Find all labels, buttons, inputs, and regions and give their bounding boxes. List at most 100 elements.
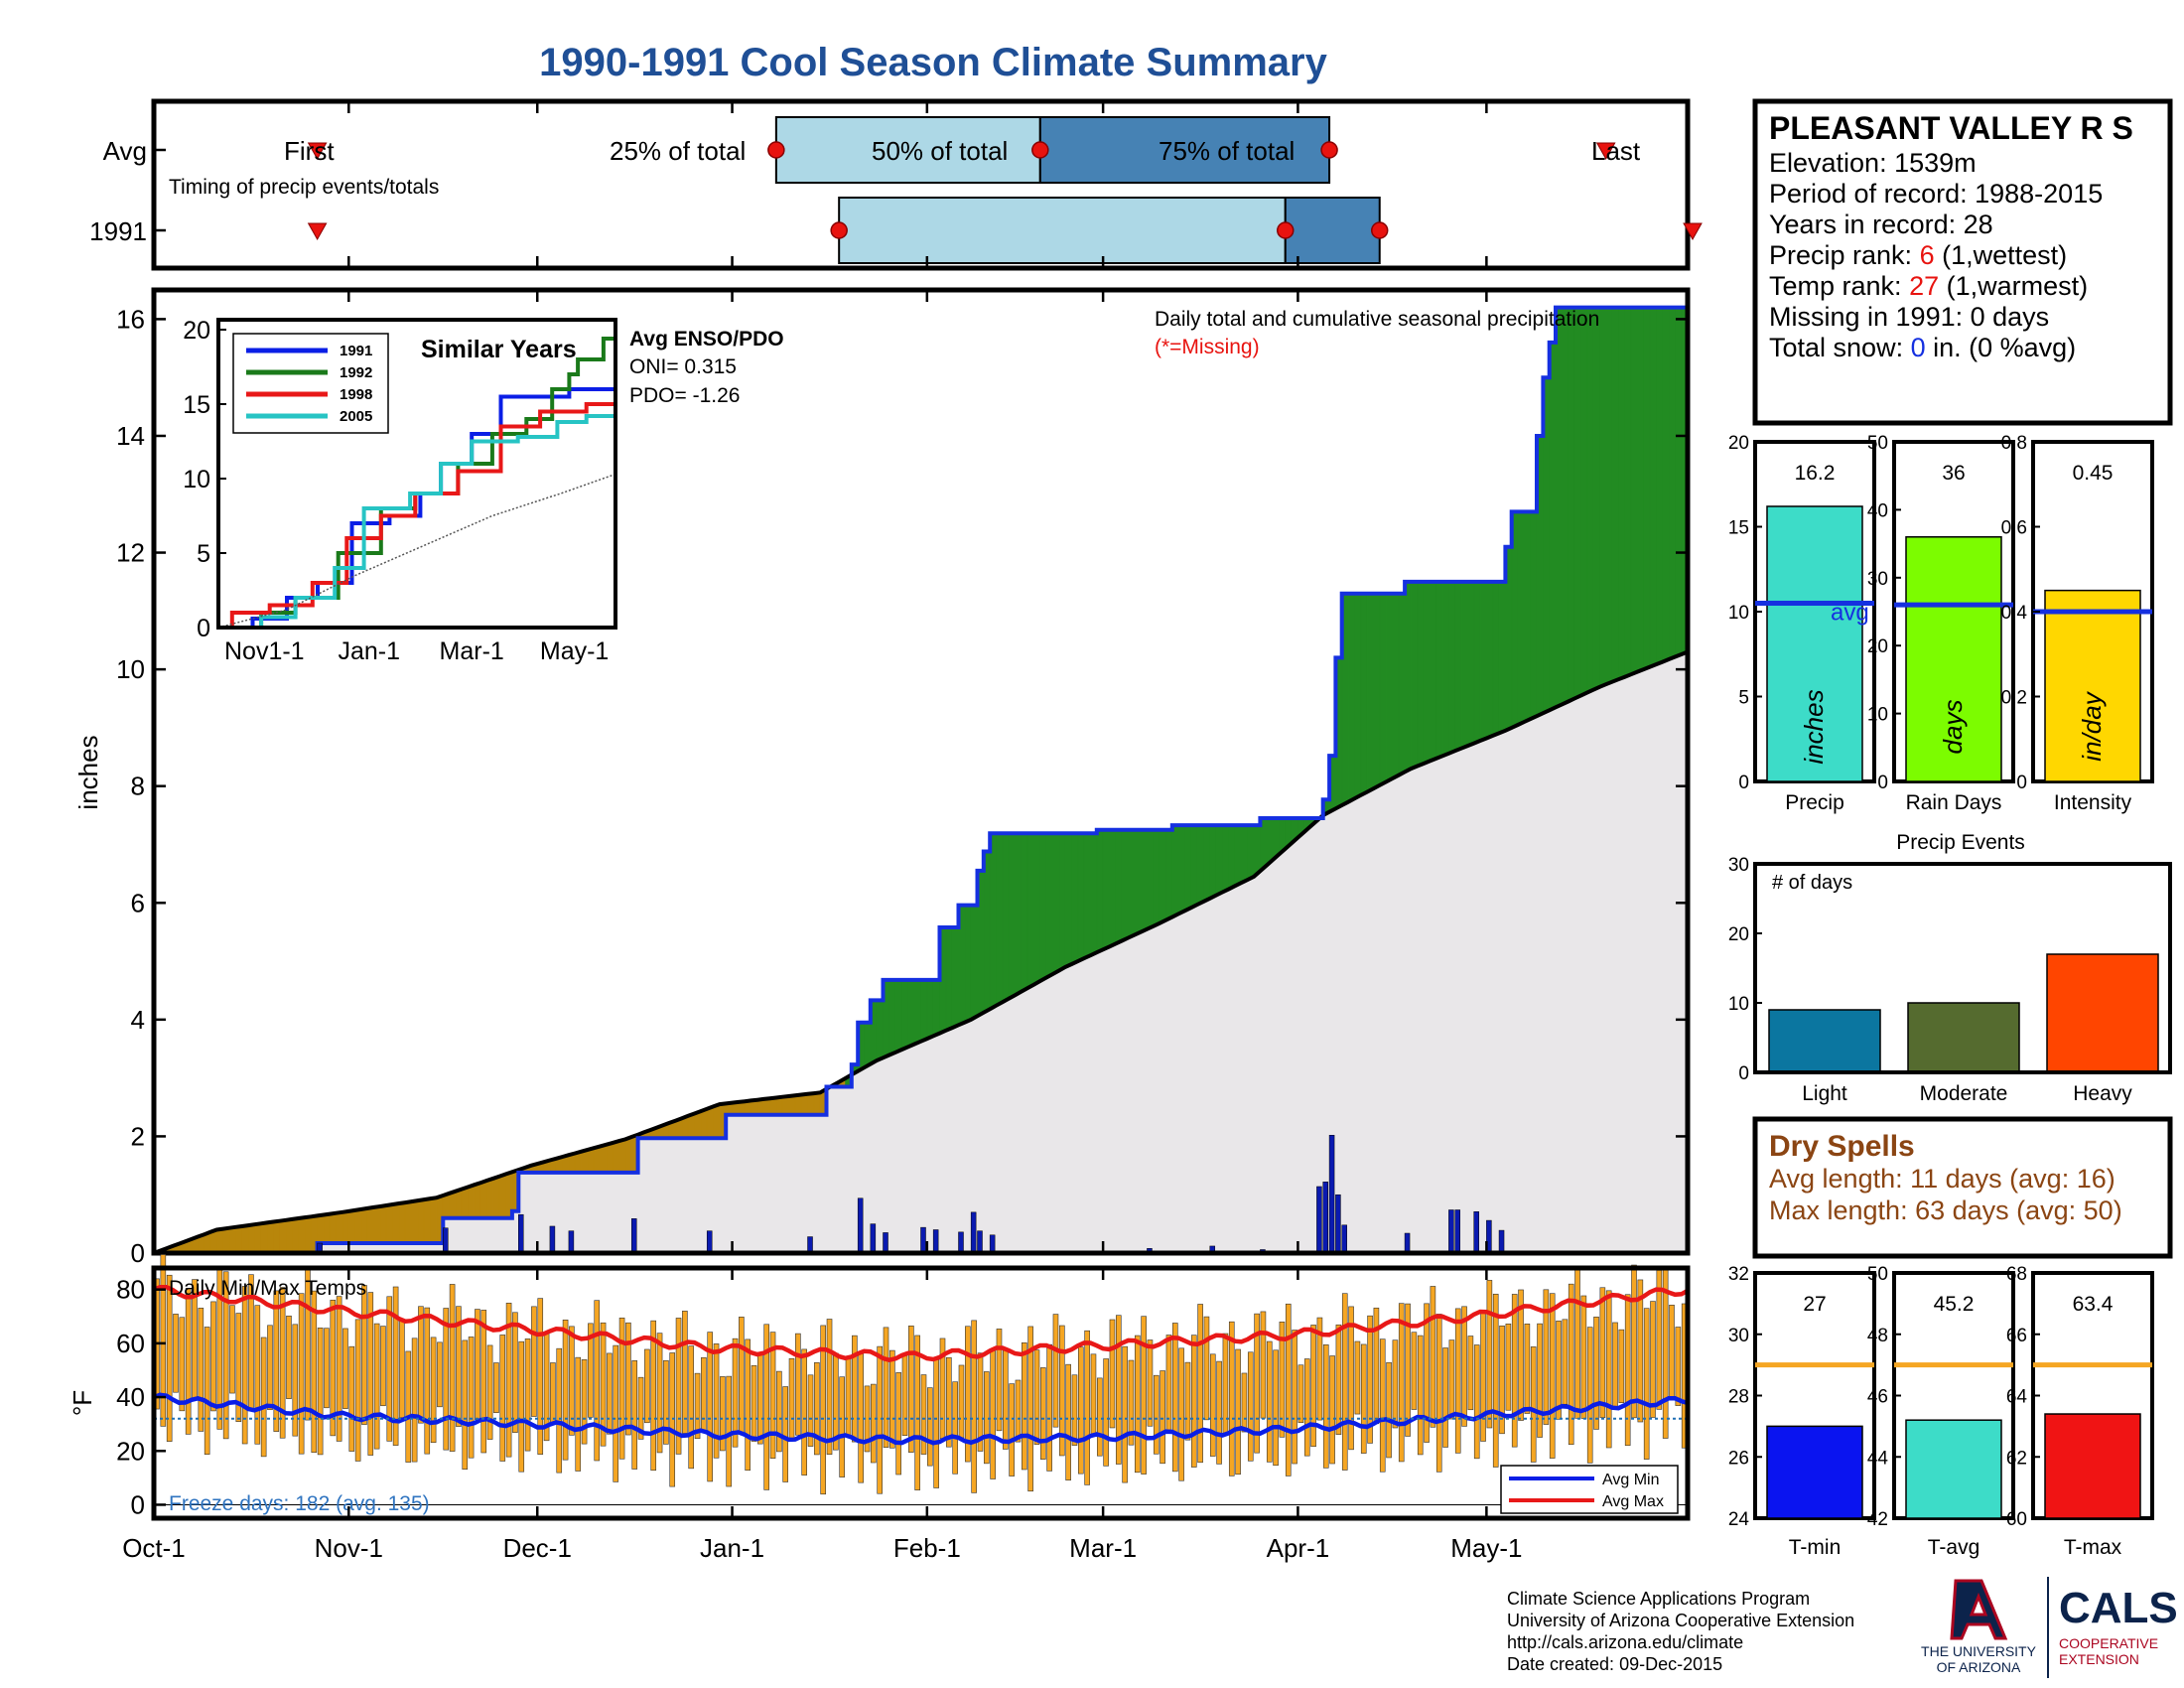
deficit-segment (404, 1200, 412, 1244)
daily-temp-range-bar (1027, 1326, 1033, 1492)
daily-temp-range-bar (763, 1324, 770, 1490)
daily-precip-bar (568, 1230, 575, 1254)
daily-temp-range-bar (1518, 1289, 1524, 1421)
daily-temp-range-bar (1153, 1374, 1160, 1455)
daily-temp-range-bar (392, 1286, 399, 1446)
main-chart-frame (151, 287, 1691, 1256)
daily-temp-range-bar (361, 1285, 367, 1425)
daily-precip-bar (630, 1218, 637, 1254)
inset-line-2005 (218, 414, 615, 630)
surplus-segment (1662, 307, 1670, 663)
inset-legend: 1991 1992 1998 2005 (232, 333, 389, 434)
daily-temp-range-bar (663, 1359, 669, 1445)
daily-temp-range-bar (1190, 1335, 1197, 1468)
deficit-segment (788, 1094, 796, 1115)
surplus-segment (1385, 593, 1393, 782)
inset-frame (216, 318, 617, 630)
daily-temp-range-bar (757, 1351, 763, 1445)
summary-tick-label: 0.6 (2001, 518, 2027, 539)
daily-temp-range-bar (1059, 1325, 1065, 1457)
summary-avg-label: avg (1831, 599, 1869, 626)
daily-temp-range-bar (769, 1332, 776, 1459)
daily-temp-range-bar (669, 1352, 676, 1487)
freeze-note: Freeze days: 182 (avg. 135) (169, 1492, 430, 1515)
timing-first-last-marker (307, 142, 328, 161)
x-tick-label: Feb-1 (893, 1533, 961, 1563)
daily-temp-range-bar (807, 1374, 814, 1447)
daily-temp-range-bar (185, 1287, 192, 1435)
timing-25-50-box (838, 197, 1287, 264)
summary-tick-label: 10 (1728, 603, 1749, 624)
daily-temp-range-bar (1303, 1358, 1310, 1457)
daily-temp-range-bar (1115, 1315, 1122, 1465)
daily-temp-range-bar (1556, 1321, 1562, 1420)
daily-temp-range-bar (839, 1376, 845, 1477)
daily-temp-range-bar (210, 1301, 216, 1412)
daily-temp-range-bar (996, 1329, 1003, 1432)
daily-temp-range-bar (1624, 1294, 1631, 1447)
surplus-segment (1668, 307, 1676, 660)
surplus-segment (1222, 824, 1230, 893)
events-ylabel: # of days (1772, 872, 1852, 894)
surplus-segment (1530, 511, 1538, 720)
deficit-segment (706, 1106, 714, 1139)
deficit-segment (606, 1142, 614, 1174)
daily-temp-range-bar (908, 1325, 914, 1453)
daily-precip-bar (1498, 1229, 1505, 1254)
surplus-segment (1115, 829, 1123, 944)
deficit-segment (260, 1222, 268, 1254)
daily-temp-range-bar (399, 1320, 405, 1419)
daily-temp-range-bar (1141, 1316, 1147, 1475)
deficit-segment (392, 1202, 400, 1244)
main-ylabel: inches (73, 735, 103, 809)
summary-tick-label: 5 (1738, 688, 1749, 709)
daily-temp-range-bar (782, 1386, 788, 1482)
daily-temp-range-bar (682, 1311, 688, 1434)
daily-temp-range-bar (449, 1284, 456, 1452)
surplus-segment (1441, 581, 1449, 757)
daily-temp-range-bar (1650, 1301, 1656, 1418)
coop-line-2: EXTENSION (2059, 1651, 2139, 1667)
daily-precip-bar (977, 1230, 983, 1254)
surplus-segment (1649, 307, 1657, 668)
deficit-segment (235, 1225, 242, 1254)
daily-temp-range-bar (1505, 1324, 1512, 1411)
daily-temp-range-bar (480, 1310, 487, 1454)
daily-temp-range-bar (1586, 1327, 1593, 1464)
summary-value-label: 36 (1942, 462, 1965, 485)
inset-title: Similar Years (421, 336, 577, 363)
daily-temp-range-bar (1492, 1293, 1499, 1468)
daily-temp-range-bar (1568, 1283, 1574, 1446)
daily-temp-range-bar (562, 1319, 569, 1461)
daily-temp-range-bar (644, 1348, 650, 1424)
event-bar-light (1768, 1009, 1881, 1073)
daily-temp-range-bar (1524, 1324, 1531, 1414)
surplus-segment (1656, 307, 1663, 665)
daily-temp-range-bar (952, 1381, 958, 1475)
surplus-segment (1417, 581, 1425, 767)
daily-precip-bar (883, 1232, 888, 1254)
x-tick-label: Oct-1 (122, 1533, 186, 1563)
surplus-segment (1033, 833, 1041, 986)
x-tick-label: Nov-1 (315, 1533, 383, 1563)
daily-precip-bar (989, 1234, 996, 1254)
inset-xtick-label: May-1 (540, 637, 609, 665)
daily-temp-range-bar (895, 1372, 901, 1476)
surplus-segment (1454, 581, 1462, 752)
surplus-segment (894, 979, 902, 1054)
daily-temp-range-bar (569, 1326, 575, 1436)
surplus-segment (1430, 581, 1437, 762)
daily-temp-range-bar (871, 1383, 877, 1464)
daily-temp-range-bar (594, 1300, 601, 1462)
deficit-segment (813, 1091, 821, 1115)
temp-summary-tick-label: 24 (1728, 1509, 1750, 1530)
daily-temp-range-bar (1511, 1294, 1518, 1448)
daily-temp-range-bar (1348, 1306, 1354, 1451)
summary-bar (1905, 536, 2002, 782)
daily-temp-range-bar (486, 1344, 493, 1440)
daily-temp-range-bar (430, 1336, 437, 1444)
surplus-segment (1128, 829, 1136, 939)
summary-tick-label: 30 (1867, 569, 1888, 590)
deficit-segment (329, 1212, 337, 1244)
timing-panel: Avg 1991 First Last 25% of total 50% of … (89, 98, 1703, 271)
